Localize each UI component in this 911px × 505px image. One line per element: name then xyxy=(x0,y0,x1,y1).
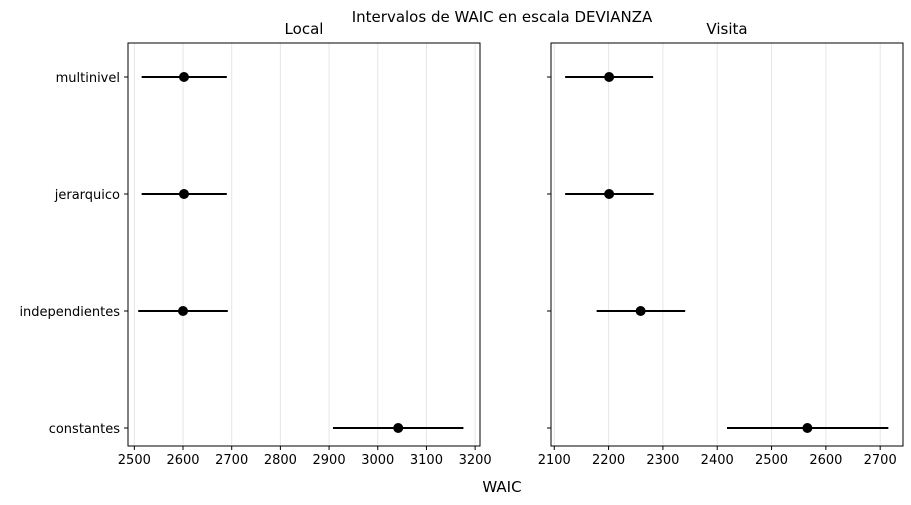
x-tick-label: 2200 xyxy=(592,453,625,468)
axes-frame xyxy=(550,42,904,447)
x-tick-label: 2700 xyxy=(864,453,897,468)
x-tick-label: 2600 xyxy=(166,453,199,468)
x-tick-label: 3000 xyxy=(361,453,394,468)
waic-point xyxy=(178,189,189,199)
x-tick-label: 2800 xyxy=(264,453,297,468)
y-tick-label: independientes xyxy=(19,305,120,320)
waic-point xyxy=(178,306,189,316)
panel-title: Local xyxy=(285,20,324,38)
panel-visita: 2100 2200 2300 2400 2500 2600 2700 Visita xyxy=(538,20,904,468)
panel-local: 2500 2600 2700 2800 2900 3000 3100 3200 multiniv… xyxy=(19,20,491,468)
waic-point xyxy=(393,423,404,433)
x-tick-label: 2700 xyxy=(215,453,248,468)
x-tick-label: 3200 xyxy=(459,453,492,468)
x-tick-label: 2900 xyxy=(313,453,346,468)
waic-point xyxy=(802,423,813,433)
x-tick-label: 2300 xyxy=(646,453,679,468)
panel-title: Visita xyxy=(706,20,747,38)
x-tick-label: 2500 xyxy=(755,453,788,468)
waic-point xyxy=(635,306,646,316)
x-tick-label: 3100 xyxy=(410,453,443,468)
y-tick-label: constantes xyxy=(49,422,121,437)
figure-suptitle: Intervalos de WAIC en escala DEVIANZA xyxy=(352,8,653,26)
waic-point xyxy=(178,72,189,82)
x-axis-label: WAIC xyxy=(482,478,521,496)
x-tick-label: 2100 xyxy=(538,453,571,468)
axes-frame xyxy=(127,42,481,447)
waic-point xyxy=(604,72,615,82)
waic-point xyxy=(604,189,615,199)
x-tick-label: 2500 xyxy=(118,453,151,468)
y-tick-label: multinivel xyxy=(56,71,120,86)
x-tick-label: 2400 xyxy=(701,453,734,468)
x-tick-label: 2600 xyxy=(809,453,842,468)
y-tick-label: jerarquico xyxy=(54,188,120,203)
